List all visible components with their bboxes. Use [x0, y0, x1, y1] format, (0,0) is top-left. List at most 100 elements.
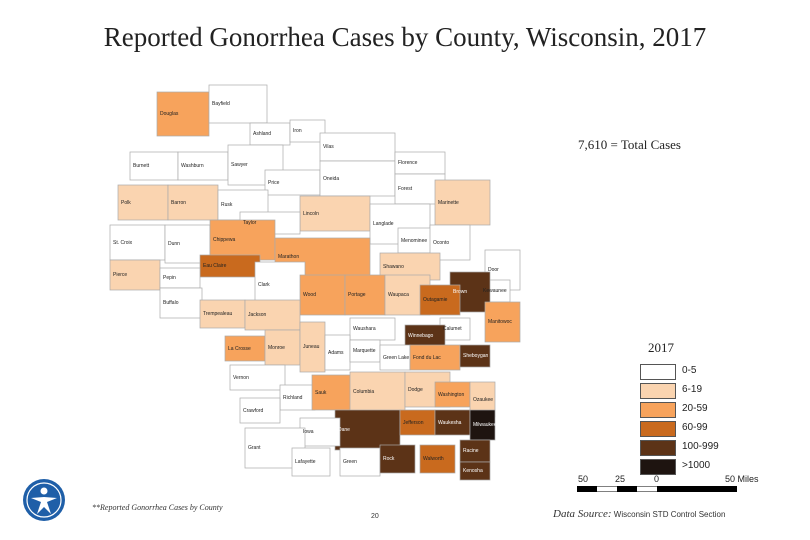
county-label: Burnett: [133, 163, 150, 169]
county-label: Langlade: [373, 221, 394, 227]
county-label: Grant: [248, 445, 261, 451]
county-crawford: [239, 397, 281, 424]
county-bayfield: [208, 84, 268, 124]
county-sheboygan: [459, 344, 491, 368]
county-label: Jackson: [248, 312, 267, 318]
scale-label-0: 0: [654, 474, 660, 484]
legend-year: 2017: [648, 340, 674, 355]
county-label: Sheboygan: [463, 353, 489, 359]
county-label: Vilas: [323, 144, 334, 150]
county-label: Dane: [338, 427, 350, 433]
data-source-text: Wisconsin STD Control Section: [613, 510, 726, 519]
county-label: Kenosha: [463, 468, 483, 474]
county-label: Marquette: [353, 348, 376, 354]
county-label: Douglas: [160, 111, 179, 117]
county-outagamie: [419, 284, 461, 316]
county-label: Dodge: [408, 386, 423, 393]
county-barron: [167, 184, 219, 221]
county-label: Price: [268, 179, 280, 186]
data-source-label: Data Source:: [553, 508, 612, 520]
county-fond-du-lac: [409, 344, 461, 371]
county-richland: [279, 384, 316, 411]
county-label: Iron: [293, 128, 302, 134]
legend-label: 20-59: [682, 403, 708, 414]
county-washburn: [177, 151, 229, 181]
county-label: Florence: [398, 160, 418, 166]
county-st-croix: [109, 224, 166, 261]
county-chippewa: [209, 219, 276, 261]
data-source: Data Source: Wisconsin STD Control Secti…: [553, 508, 725, 520]
legend-label: 60-99: [682, 422, 708, 433]
county-adams: [324, 334, 351, 371]
county-label: Barron: [171, 199, 187, 206]
county-rock: [379, 444, 416, 474]
county-trempealeau: [199, 299, 246, 329]
county-label: Washburn: [181, 163, 204, 169]
county-label: Columbia: [353, 389, 375, 395]
county-label: Racine: [463, 448, 479, 454]
county-vilas: [319, 132, 396, 162]
legend-swatch: [640, 364, 676, 380]
county-sauk: [311, 374, 353, 411]
county-label: Buffalo: [163, 300, 179, 306]
county-iron: [289, 119, 326, 143]
county-label: Trempealeau: [203, 311, 233, 317]
county-label: Lincoln: [303, 210, 319, 217]
county-label: St. Croix: [113, 239, 133, 246]
legend-swatch: [640, 440, 676, 456]
county-label: Ashland: [253, 131, 272, 137]
county-pierce: [109, 259, 161, 291]
county-label: Oconto: [433, 239, 450, 246]
county-label: Outagamie: [423, 297, 448, 303]
county-label: Rusk: [221, 202, 233, 208]
county-label: Washington: [438, 391, 465, 398]
county-label: Rock: [383, 456, 395, 462]
county-label: Lafayette: [295, 459, 316, 465]
county-label: Crawford: [243, 407, 264, 414]
county-label: Shawano: [383, 263, 404, 270]
county-label: Winnebago: [408, 333, 434, 339]
county-dane: [334, 409, 401, 451]
county-label: Milwaukee: [473, 422, 497, 428]
county-green-lake: [379, 344, 411, 371]
county-label: Wood: [303, 292, 316, 298]
county-label: Sawyer: [231, 162, 248, 168]
county-label: Bayfield: [212, 101, 230, 107]
county-label: Green Lake: [383, 354, 410, 361]
county-price: [264, 169, 321, 196]
county-label: Calumet: [443, 326, 462, 332]
county-label: Waupaca: [388, 292, 409, 298]
legend-swatch: [640, 459, 676, 475]
county-label: Chippewa: [213, 237, 236, 243]
scale-label-25: 25: [615, 474, 626, 484]
county-lincoln: [299, 195, 371, 232]
county-label: Waushara: [353, 326, 376, 332]
county-juneau: [299, 321, 326, 373]
legend-swatch: [640, 421, 676, 437]
county-label: La Crosse: [228, 345, 251, 352]
county-label: Iowa: [303, 429, 314, 435]
county-jefferson: [399, 409, 436, 436]
county-vernon: [229, 364, 286, 391]
legend-swatch: [640, 383, 676, 399]
county-label: Juneau: [303, 344, 320, 350]
county-marinette: [434, 179, 491, 226]
county-wood: [299, 274, 346, 316]
county-lafayette: [291, 447, 331, 477]
county-label: Sauk: [315, 389, 327, 396]
county-label: Forest: [398, 186, 413, 192]
county-label: Monroe: [268, 344, 285, 351]
county-burnett: [129, 151, 179, 181]
county-label: Marathon: [278, 254, 300, 260]
legend-swatch: [640, 402, 676, 418]
county-label: Menominee: [401, 237, 428, 244]
county-label: Fond du Lac: [413, 354, 441, 361]
county-label: Pierce: [113, 272, 128, 278]
county-label: Adams: [328, 349, 344, 356]
county-label: Walworth: [423, 456, 444, 462]
scale-label-50-miles: 50 Miles: [725, 474, 759, 484]
county-kenosha: [459, 461, 491, 481]
legend-label: 100-999: [682, 441, 719, 452]
county-label: Dunn: [168, 241, 180, 247]
